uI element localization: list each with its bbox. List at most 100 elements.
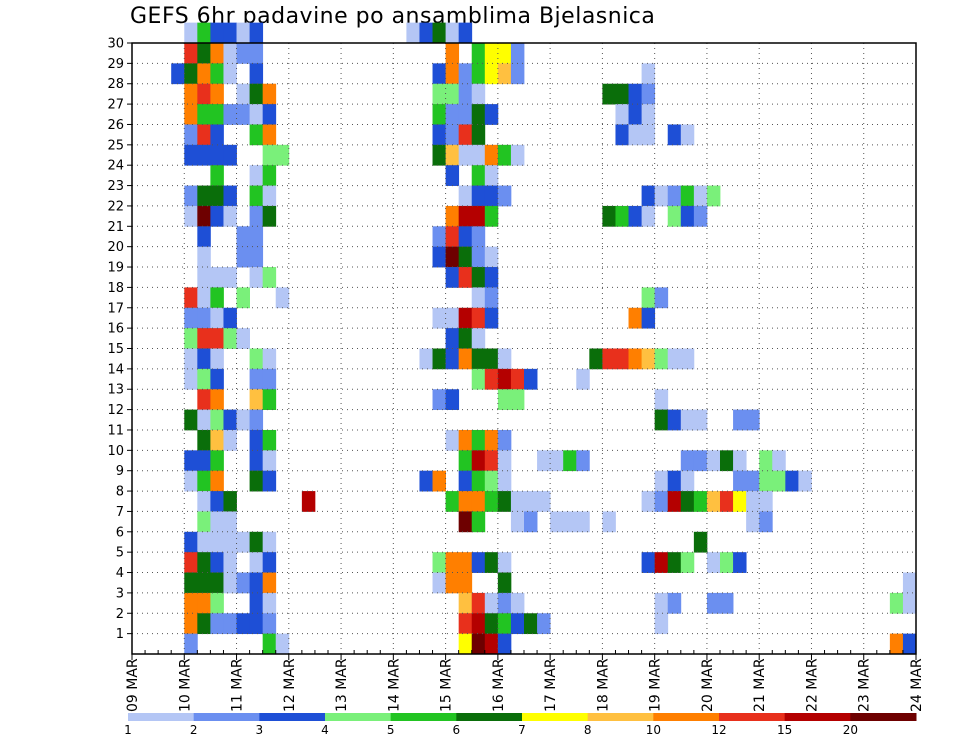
heatmap-cell bbox=[249, 348, 264, 370]
heatmap-cell bbox=[445, 389, 460, 410]
heatmap-cell bbox=[550, 511, 564, 533]
legend-swatch bbox=[850, 713, 917, 721]
y-tick-label: 29 bbox=[107, 57, 124, 72]
heatmap-cell bbox=[484, 307, 499, 329]
heatmap-cell bbox=[249, 22, 264, 44]
y-tick-label: 25 bbox=[107, 138, 124, 153]
heatmap-cell bbox=[471, 368, 486, 390]
heatmap-cell bbox=[484, 165, 499, 186]
heatmap-cell bbox=[484, 144, 499, 166]
heatmap-cell bbox=[445, 572, 460, 594]
heatmap-cell bbox=[654, 185, 669, 207]
heatmap-cell bbox=[210, 511, 224, 533]
heatmap-cell bbox=[210, 267, 224, 288]
heatmap-cell bbox=[458, 470, 473, 492]
legend-swatch bbox=[456, 713, 523, 721]
heatmap-cells bbox=[171, 22, 917, 655]
heatmap-cell bbox=[197, 552, 211, 573]
heatmap-cell bbox=[654, 348, 669, 370]
x-tick-label: 18 MAR bbox=[595, 658, 611, 712]
heatmap-cell bbox=[223, 22, 237, 44]
x-tick-label: 22 MAR bbox=[804, 658, 820, 712]
heatmap-cell bbox=[236, 246, 250, 268]
heatmap-cell bbox=[746, 409, 760, 431]
heatmap-cell bbox=[236, 104, 250, 125]
x-axis: 09 MAR 10 MAR 11 MAR 12 MAR 13 MAR 14 MAR 15 M… bbox=[125, 650, 925, 712]
heatmap-cell bbox=[262, 552, 277, 573]
heatmap-cell bbox=[184, 124, 198, 146]
heatmap-cell bbox=[432, 348, 446, 370]
legend-swatch bbox=[719, 713, 786, 721]
heatmap-cell bbox=[458, 491, 473, 512]
heatmap-cell bbox=[223, 511, 237, 533]
heatmap-cell bbox=[223, 267, 237, 288]
heatmap-cell bbox=[262, 531, 277, 553]
y-tick-label: 1 bbox=[116, 627, 124, 642]
heatmap-cell bbox=[654, 613, 669, 635]
heatmap-cell bbox=[432, 572, 446, 594]
heatmap-cell bbox=[445, 307, 460, 329]
heatmap-cell bbox=[445, 83, 460, 105]
heatmap-cell bbox=[249, 124, 264, 146]
heatmap-cell bbox=[654, 409, 669, 431]
heatmap-cell bbox=[262, 83, 277, 105]
heatmap-cell bbox=[746, 470, 760, 492]
heatmap-cell bbox=[262, 450, 277, 472]
heatmap-cell bbox=[184, 572, 198, 594]
heatmap-cell bbox=[210, 104, 224, 125]
heatmap-cell bbox=[249, 572, 264, 594]
y-tick-label: 23 bbox=[107, 179, 124, 194]
y-tick-label: 2 bbox=[116, 607, 124, 622]
heatmap-cell bbox=[497, 185, 512, 207]
heatmap-cell bbox=[445, 491, 460, 512]
heatmap-cell bbox=[210, 43, 224, 64]
heatmap-cell bbox=[197, 470, 211, 492]
heatmap-cell bbox=[510, 491, 525, 512]
y-tick-label: 22 bbox=[107, 199, 124, 214]
heatmap-cell bbox=[197, 267, 211, 288]
heatmap-cell bbox=[615, 124, 629, 146]
heatmap-cell bbox=[445, 348, 460, 370]
heatmap-cell bbox=[537, 491, 551, 512]
heatmap-cell bbox=[262, 368, 277, 390]
heatmap-cell bbox=[628, 83, 642, 105]
heatmap-cell bbox=[706, 450, 721, 472]
heatmap-cell bbox=[275, 287, 290, 309]
heatmap-cell bbox=[184, 205, 198, 227]
heatmap-cell bbox=[432, 226, 446, 248]
heatmap-cell bbox=[641, 491, 656, 512]
heatmap-cell bbox=[249, 165, 264, 186]
heatmap-cell bbox=[458, 246, 473, 268]
heatmap-cell bbox=[458, 63, 473, 85]
heatmap-cell bbox=[262, 104, 277, 125]
heatmap-cell bbox=[471, 592, 486, 614]
heatmap-cell bbox=[197, 491, 211, 512]
heatmap-cell bbox=[471, 307, 486, 329]
heatmap-cell bbox=[458, 348, 473, 370]
y-tick-label: 8 bbox=[116, 485, 124, 500]
heatmap-cell bbox=[667, 124, 682, 146]
heatmap-cell bbox=[720, 592, 734, 614]
heatmap-cell bbox=[432, 144, 446, 166]
heatmap-cell bbox=[772, 450, 786, 472]
heatmap-cell bbox=[210, 205, 224, 227]
heatmap-cell bbox=[197, 368, 211, 390]
heatmap-cell bbox=[197, 531, 211, 553]
heatmap-cell bbox=[484, 429, 499, 451]
heatmap-cell bbox=[458, 511, 473, 533]
heatmap-cell bbox=[458, 205, 473, 227]
heatmap-cell bbox=[484, 491, 499, 512]
heatmap-cell bbox=[680, 491, 695, 512]
legend-swatch bbox=[587, 713, 654, 721]
heatmap-cell bbox=[223, 43, 237, 64]
heatmap-cell bbox=[184, 144, 198, 166]
x-tick-label: 10 MAR bbox=[177, 658, 193, 712]
legend-label: 2 bbox=[190, 723, 198, 737]
x-tick-label: 17 MAR bbox=[543, 658, 559, 712]
heatmap-cell bbox=[458, 22, 473, 44]
heatmap-cell bbox=[184, 450, 198, 472]
legend-swatch bbox=[325, 713, 392, 721]
heatmap-cell bbox=[249, 450, 264, 472]
heatmap-cell bbox=[602, 348, 616, 370]
heatmap-cell bbox=[445, 144, 460, 166]
